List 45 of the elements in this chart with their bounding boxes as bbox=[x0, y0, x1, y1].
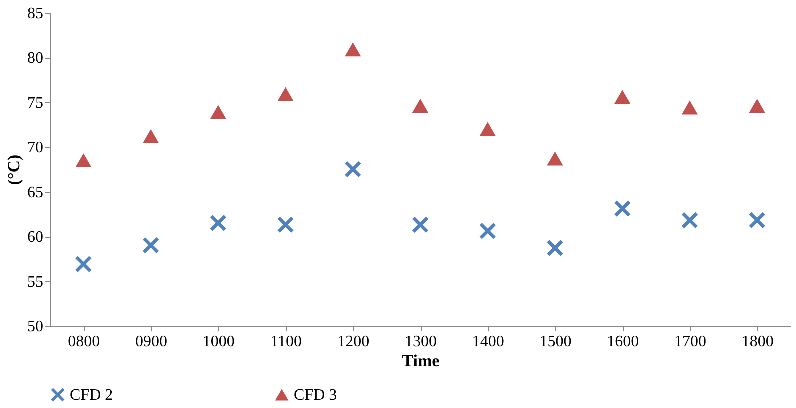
point bbox=[278, 87, 294, 102]
point bbox=[749, 212, 766, 229]
point bbox=[480, 122, 496, 136]
x-tick-label: 1500 bbox=[540, 334, 572, 350]
x-tick-label: 1200 bbox=[338, 334, 370, 350]
point bbox=[614, 90, 631, 104]
legend-label: CFD 2 bbox=[70, 387, 114, 404]
x-tick-label: 1600 bbox=[607, 334, 640, 350]
x-tick-label: 1800 bbox=[742, 334, 774, 350]
point bbox=[142, 237, 160, 254]
point bbox=[142, 129, 160, 144]
y-axis-title: (°C) bbox=[4, 154, 24, 186]
y-tick-label: 85 bbox=[28, 6, 44, 22]
y-tick-label: 80 bbox=[28, 50, 44, 68]
point bbox=[412, 99, 429, 113]
point bbox=[278, 216, 294, 234]
point bbox=[76, 256, 92, 272]
y-tick-label: 60 bbox=[28, 229, 44, 246]
point bbox=[210, 215, 226, 232]
x-tick-label: 1100 bbox=[270, 334, 302, 350]
point bbox=[547, 152, 564, 166]
point bbox=[345, 161, 362, 178]
x-tick-label: 1700 bbox=[674, 334, 706, 350]
x-tick-label: 0900 bbox=[136, 334, 168, 350]
point bbox=[682, 212, 698, 229]
point bbox=[614, 200, 631, 217]
point bbox=[682, 100, 698, 115]
x-tick-label: 1400 bbox=[472, 334, 504, 350]
y-tick-label: 65 bbox=[28, 184, 44, 202]
point bbox=[412, 216, 429, 234]
point bbox=[547, 240, 564, 256]
x-tick-label: 1000 bbox=[202, 334, 235, 350]
point bbox=[76, 154, 92, 168]
point bbox=[749, 99, 766, 113]
point bbox=[210, 105, 226, 120]
y-tick-label: 50 bbox=[28, 318, 44, 336]
point bbox=[480, 223, 496, 240]
point bbox=[345, 42, 362, 57]
y-tick-label: 55 bbox=[28, 274, 44, 291]
x-tick-label: 0800 bbox=[68, 334, 100, 350]
y-tick-label: 75 bbox=[28, 94, 44, 112]
y-tick-label: 70 bbox=[28, 140, 44, 157]
x-tick-label: 1300 bbox=[405, 334, 437, 350]
legend-label: CFD 3 bbox=[294, 387, 338, 404]
x-axis-title: Time bbox=[402, 352, 440, 370]
